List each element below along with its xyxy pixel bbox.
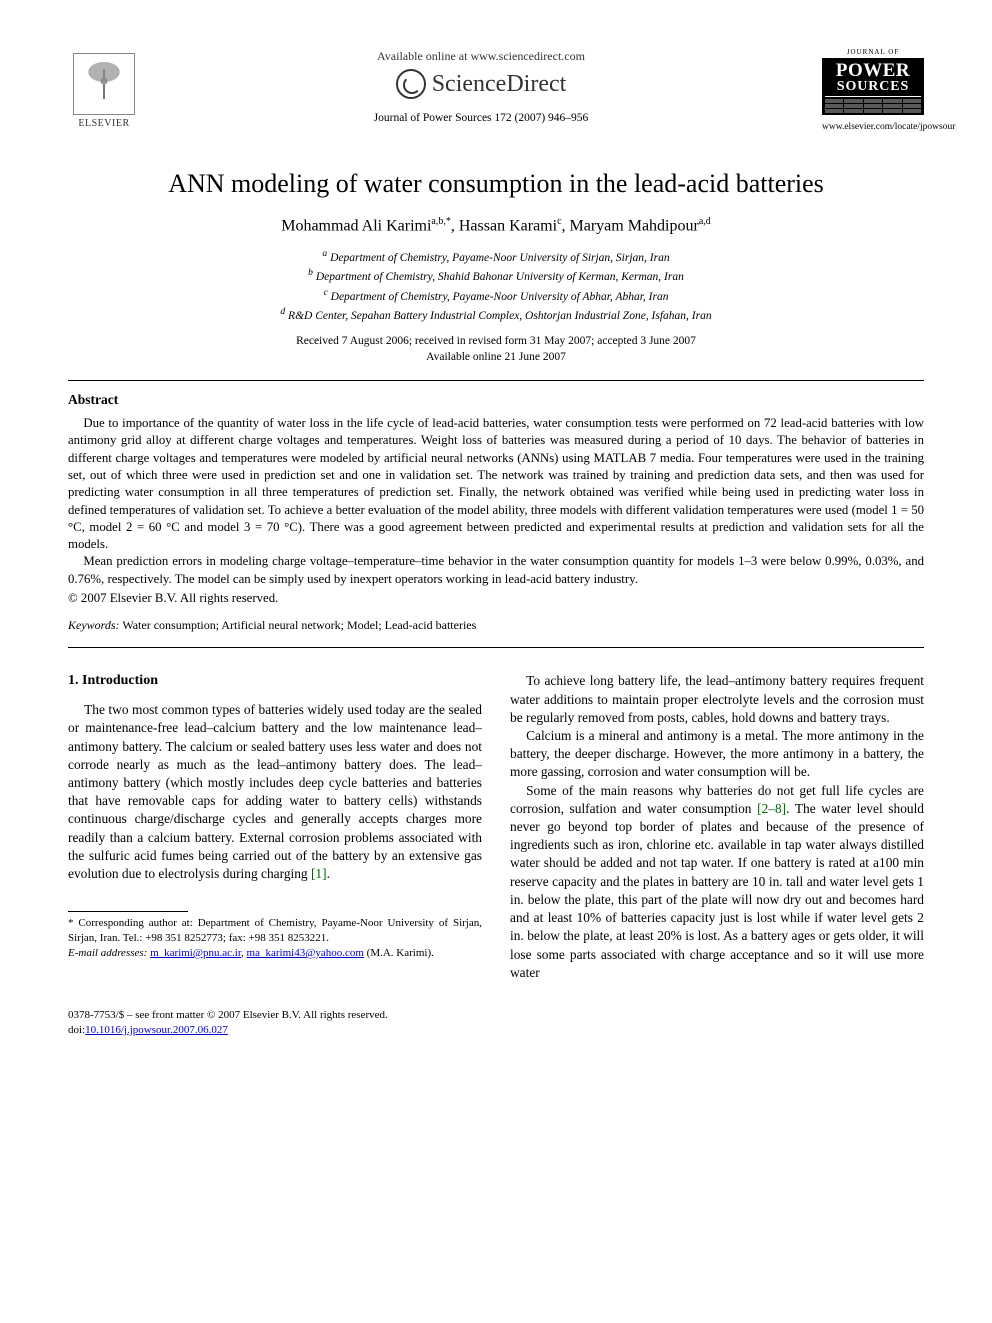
email-link-1[interactable]: m_karimi@pnu.ac.ir [150, 947, 241, 959]
sciencedirect-text: ScienceDirect [432, 68, 567, 100]
keywords-line: Keywords: Water consumption; Artificial … [68, 617, 924, 633]
email-label: E-mail addresses: [68, 947, 147, 959]
abstract-heading: Abstract [68, 391, 924, 409]
sciencedirect-logo: ScienceDirect [156, 68, 806, 100]
journal-cover-block: POWER SOURCES [822, 58, 924, 114]
affiliation-b-text: Department of Chemistry, Shahid Bahonar … [316, 271, 684, 283]
intro-paragraph-1: The two most common types of batteries w… [68, 701, 482, 883]
email-link-2[interactable]: ma_karimi43@yahoo.com [247, 947, 364, 959]
abstract-paragraph-1: Due to importance of the quantity of wat… [68, 415, 924, 553]
journal-cover-grid-icon [825, 99, 921, 113]
center-header: Available online at www.sciencedirect.co… [140, 48, 822, 126]
footnote-rule [68, 911, 188, 912]
divider-bottom [68, 647, 924, 648]
author-1: Mohammad Ali Karimi [281, 217, 431, 234]
journal-cover-line1: POWER [825, 62, 921, 80]
footnote-corr-text: * Corresponding author at: Department of… [68, 916, 482, 946]
author-2: Hassan Karami [459, 217, 557, 234]
keywords-text: Water consumption; Artificial neural net… [122, 618, 476, 632]
footer-doi: doi:10.1016/j.jpowsour.2007.06.027 [68, 1023, 924, 1038]
affiliations: a Department of Chemistry, Payame-Noor U… [68, 247, 924, 325]
affiliation-a: a Department of Chemistry, Payame-Noor U… [68, 247, 924, 267]
right-column: To achieve long battery life, the lead–a… [510, 672, 924, 982]
intro-p4-text-b: . The water level should never go beyond… [510, 801, 924, 980]
available-online-date: Available online 21 June 2007 [68, 349, 924, 366]
sciencedirect-swirl-icon [396, 69, 426, 99]
author-2-affil: c [557, 216, 561, 227]
journal-url: www.elsevier.com/locate/jpowsour [822, 121, 924, 134]
authors-line: Mohammad Ali Karimia,b,*, Hassan Karamic… [68, 215, 924, 237]
email-tail: (M.A. Karimi). [367, 947, 434, 959]
affiliation-b: b Department of Chemistry, Shahid Bahona… [68, 266, 924, 286]
journal-citation: Journal of Power Sources 172 (2007) 946–… [156, 111, 806, 127]
affiliation-a-text: Department of Chemistry, Payame-Noor Uni… [330, 251, 670, 263]
intro-paragraph-2: To achieve long battery life, the lead–a… [510, 672, 924, 727]
journal-header: ELSEVIER Available online at www.science… [68, 48, 924, 134]
abstract-paragraph-2: Mean prediction errors in modeling charg… [68, 553, 924, 588]
received-dates: Received 7 August 2006; received in revi… [68, 333, 924, 350]
affiliation-d-text: R&D Center, Sepahan Battery Industrial C… [288, 310, 712, 322]
author-3-affil: a,d [699, 216, 711, 227]
journal-cover-logo: JOURNAL OF POWER SOURCES www.elsevier.co… [822, 48, 924, 134]
keywords-label: Keywords: [68, 618, 120, 632]
corresponding-author-footnote: * Corresponding author at: Department of… [68, 916, 482, 961]
intro-p1-text: The two most common types of batteries w… [68, 702, 482, 881]
footer-copyright: 0378-7753/$ – see front matter © 2007 El… [68, 1008, 924, 1023]
journal-cover-rule [825, 96, 921, 97]
author-3: Maryam Mahdipour [570, 217, 699, 234]
abstract-section: Abstract Due to importance of the quanti… [68, 391, 924, 633]
affiliation-d: d R&D Center, Sepahan Battery Industrial… [68, 305, 924, 325]
author-1-affil: a,b,* [431, 216, 450, 227]
article-title: ANN modeling of water consumption in the… [68, 166, 924, 201]
body-columns: 1. Introduction The two most common type… [68, 672, 924, 982]
intro-p1-tail: . [327, 866, 330, 881]
intro-paragraph-4: Some of the main reasons why batteries d… [510, 782, 924, 982]
journal-cover-line2: SOURCES [825, 80, 921, 93]
intro-paragraph-3: Calcium is a mineral and antimony is a m… [510, 727, 924, 782]
reference-link-2[interactable]: [2–8] [757, 801, 786, 816]
elsevier-logo: ELSEVIER [68, 48, 140, 130]
page-footer: 0378-7753/$ – see front matter © 2007 El… [68, 1008, 924, 1038]
journal-cover-top: JOURNAL OF [822, 48, 924, 57]
abstract-copyright: © 2007 Elsevier B.V. All rights reserved… [68, 590, 924, 607]
reference-link-1[interactable]: [1] [311, 866, 327, 881]
divider-top [68, 380, 924, 381]
section-1-heading: 1. Introduction [68, 672, 482, 691]
left-column: 1. Introduction The two most common type… [68, 672, 482, 982]
affiliation-c: c Department of Chemistry, Payame-Noor U… [68, 286, 924, 306]
footnote-email-line: E-mail addresses: m_karimi@pnu.ac.ir, ma… [68, 946, 482, 961]
affiliation-c-text: Department of Chemistry, Payame-Noor Uni… [331, 290, 669, 302]
publisher-name: ELSEVIER [78, 117, 129, 131]
elsevier-tree-icon [73, 53, 135, 115]
article-dates: Received 7 August 2006; received in revi… [68, 333, 924, 366]
available-online-text: Available online at www.sciencedirect.co… [156, 48, 806, 64]
doi-link[interactable]: 10.1016/j.jpowsour.2007.06.027 [85, 1024, 228, 1036]
